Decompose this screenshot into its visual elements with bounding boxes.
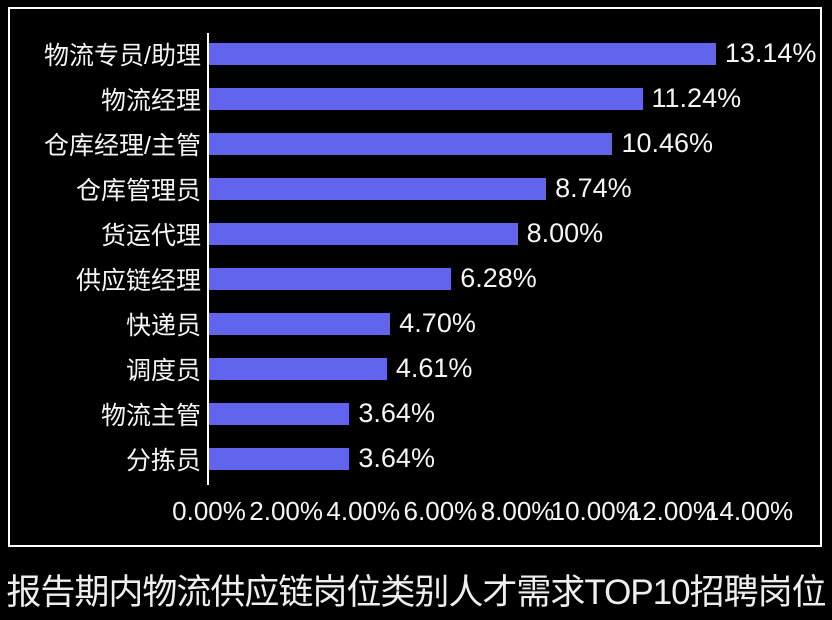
bar: [209, 447, 350, 470]
x-tick-label: 10.00%: [550, 496, 639, 526]
chart-row: 分拣员 3.64%: [10, 436, 820, 481]
category-label: 供应链经理: [75, 266, 201, 295]
x-axis-labels: 0.00% 2.00% 4.00% 6.00% 8.00% 10.00% 12.00% 14.…: [172, 496, 793, 528]
value-label: 11.24%: [651, 83, 742, 113]
bar-track: 6.28%: [209, 256, 820, 301]
value-label: 4.70%: [399, 308, 476, 338]
value-label: 10.46%: [621, 128, 714, 158]
category-label: 仓库管理员: [75, 176, 201, 205]
x-tick-label: 12.00%: [627, 496, 716, 526]
chart-row: 调度员 4.61%: [10, 346, 820, 391]
bar: [209, 177, 547, 200]
x-tick-label: 14.00%: [704, 496, 794, 526]
y-axis-line: [207, 33, 209, 485]
value-label: 3.64%: [358, 398, 435, 428]
value-label: 4.61%: [395, 353, 473, 383]
x-tick-label: 4.00%: [326, 496, 401, 526]
x-tick-label: 8.00%: [480, 496, 555, 526]
category-label: 仓库经理/主管: [44, 131, 201, 160]
x-tick-label: 6.00%: [403, 496, 478, 526]
category-label: 物流经理: [100, 86, 201, 115]
bar: [209, 87, 643, 110]
bar: [209, 222, 518, 245]
bar: [209, 357, 387, 380]
bar: [209, 132, 613, 155]
bar-track: 11.24%: [209, 76, 820, 121]
chart-row: 货运代理 8.00%: [10, 211, 820, 256]
value-label: 3.64%: [358, 443, 435, 473]
value-label: 6.28%: [460, 263, 537, 293]
chart-row: 物流经理 11.24%: [10, 76, 820, 121]
value-label: 8.74%: [555, 173, 632, 203]
value-label: 8.00%: [526, 218, 604, 248]
bar-track: 10.46%: [209, 121, 820, 166]
chart-row: 物流主管 3.64%: [10, 391, 820, 436]
x-tick-label: 0.00%: [172, 496, 246, 526]
category-label: 物流主管: [100, 401, 201, 430]
category-label: 快递员: [125, 311, 201, 340]
bar: [209, 402, 350, 425]
chart-row: 仓库经理/主管 10.46%: [10, 121, 820, 166]
chart-row: 供应链经理 6.28%: [10, 256, 820, 301]
bar-track: 3.64%: [209, 391, 820, 436]
bar: [209, 42, 716, 65]
category-label: 分拣员: [125, 446, 201, 475]
chart-row: 物流专员/助理 13.14%: [10, 31, 820, 76]
bar-track: 8.00%: [209, 211, 820, 256]
bar-track: 8.74%: [209, 166, 820, 211]
chart-rows: 物流专员/助理 13.14% 物流经理 11.24% 仓库经理/主管 10.46% 仓库管理…: [10, 31, 820, 481]
chart-title: 报告期内物流供应链岗位类别人才需求TOP10招聘岗位: [6, 573, 826, 612]
chart-row: 快递员 4.70%: [10, 301, 820, 346]
chart-row: 仓库管理员 8.74%: [10, 166, 820, 211]
bar-track: 4.70%: [209, 301, 820, 346]
bar-track: 4.61%: [209, 346, 820, 391]
bar-track: 3.64%: [209, 436, 820, 481]
category-label: 调度员: [125, 356, 201, 385]
value-label: 13.14%: [724, 38, 817, 68]
bar: [209, 312, 391, 335]
bar: [209, 267, 452, 290]
x-tick-label: 2.00%: [249, 496, 324, 526]
category-label: 货运代理: [100, 221, 201, 250]
bar-track: 13.14%: [209, 31, 820, 76]
category-label: 物流专员/助理: [44, 41, 201, 70]
chart-frame: 物流专员/助理 13.14% 物流经理 11.24% 仓库经理/主管 10.46% 仓库管理…: [8, 7, 822, 547]
